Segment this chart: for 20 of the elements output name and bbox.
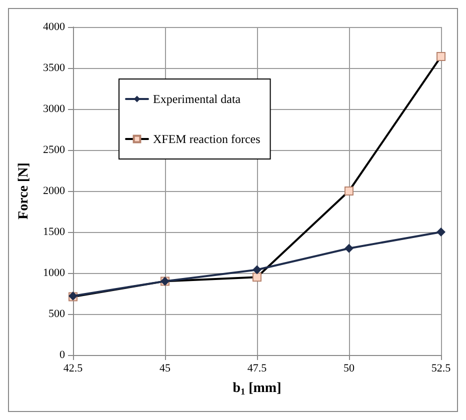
y-tick-label: 2500 bbox=[43, 144, 66, 156]
x-tick-label: 47.5 bbox=[247, 362, 268, 374]
y-tick-label: 1500 bbox=[43, 226, 66, 238]
y-tick-label: 500 bbox=[48, 308, 66, 320]
x-tick-label: 45 bbox=[160, 362, 171, 374]
x-tick-label: 52.5 bbox=[431, 362, 452, 374]
y-tick-label: 3500 bbox=[43, 62, 66, 74]
y-tick-label: 1000 bbox=[43, 267, 66, 279]
y-tick-label: 4000 bbox=[43, 21, 66, 33]
legend-label: XFEM reaction forces bbox=[153, 132, 261, 146]
point bbox=[252, 265, 262, 274]
y-tick-label: 2000 bbox=[43, 185, 66, 197]
point bbox=[436, 228, 446, 236]
y-tick-label: 0 bbox=[60, 349, 66, 361]
y-tick-label: 3000 bbox=[43, 103, 66, 115]
legend-label: Experimental data bbox=[153, 92, 242, 106]
y-axis-title: Force [N] bbox=[16, 162, 32, 220]
x-tick-label: 42.5 bbox=[63, 362, 84, 374]
x-tick-label: 50 bbox=[344, 362, 355, 374]
point bbox=[344, 244, 354, 253]
